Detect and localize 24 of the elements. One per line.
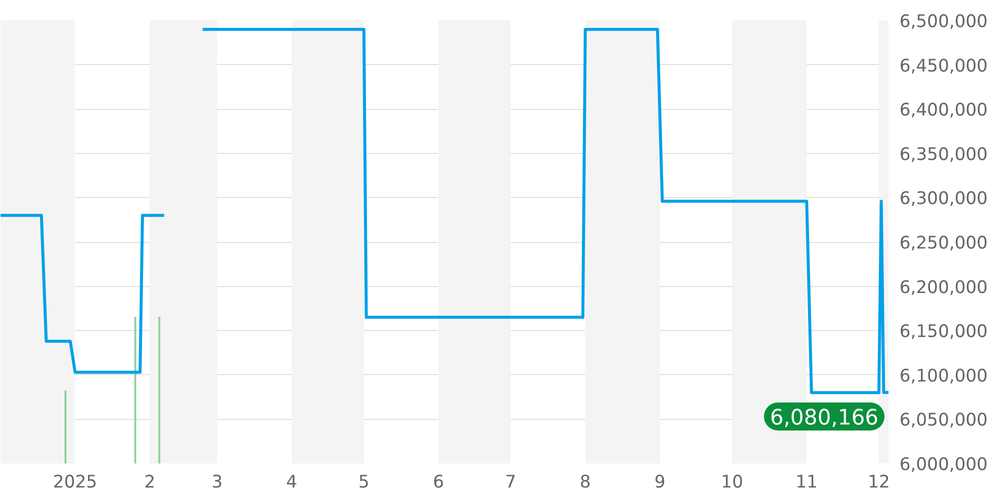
- y-tick-label: 6,250,000: [900, 234, 988, 254]
- x-tick-label: 3: [212, 472, 223, 492]
- x-tick-label: 8: [580, 472, 591, 492]
- x-tick-label: 2025: [53, 472, 98, 492]
- x-tick-label: 5: [358, 472, 370, 492]
- y-tick-label: 6,150,000: [900, 322, 988, 342]
- y-tick-label: 6,500,000: [900, 12, 988, 32]
- y-tick-label: 6,200,000: [900, 278, 988, 298]
- x-tick-label: 11: [796, 472, 818, 492]
- x-tick-label: 2: [144, 472, 156, 492]
- y-tick-label: 6,100,000: [900, 366, 988, 386]
- y-tick-label: 6,000,000: [900, 455, 988, 475]
- x-tick-label: 9: [654, 472, 666, 492]
- x-tick-label: 7: [505, 472, 516, 492]
- x-tick-label: 6: [432, 472, 444, 492]
- y-tick-label: 6,050,000: [900, 410, 988, 431]
- y-tick-label: 6,350,000: [900, 144, 988, 165]
- y-tick-label: 6,300,000: [900, 189, 988, 210]
- x-tick-label: 4: [286, 472, 298, 492]
- x-tick-label: 12: [868, 472, 890, 492]
- y-tick-label: 6,400,000: [900, 100, 988, 121]
- y-tick-label: 6,450,000: [900, 56, 988, 76]
- annotation: 6,080,166: [770, 405, 878, 430]
- x-tick-label: 10: [721, 472, 744, 492]
